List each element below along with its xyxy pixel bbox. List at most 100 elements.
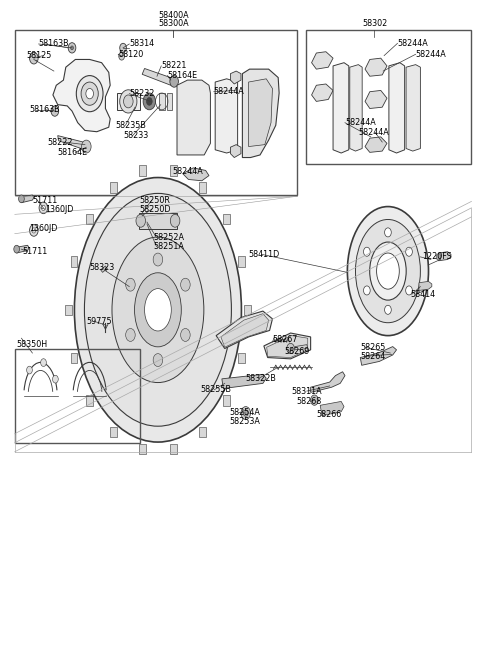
Polygon shape <box>242 69 279 157</box>
Polygon shape <box>239 257 245 266</box>
Polygon shape <box>170 165 177 176</box>
Text: 58311A: 58311A <box>291 387 322 395</box>
Text: 58264: 58264 <box>360 352 385 361</box>
Ellipse shape <box>134 273 181 347</box>
Text: 58267: 58267 <box>273 335 298 344</box>
Circle shape <box>406 286 412 295</box>
Polygon shape <box>312 52 333 69</box>
Circle shape <box>120 90 137 113</box>
Ellipse shape <box>370 242 406 300</box>
Text: 58411D: 58411D <box>249 250 280 259</box>
Circle shape <box>86 89 94 98</box>
Text: 58266: 58266 <box>316 410 342 419</box>
Text: 58163B: 58163B <box>38 40 69 49</box>
Circle shape <box>123 95 133 108</box>
Text: 58265: 58265 <box>360 343 385 352</box>
Text: 58252A: 58252A <box>153 233 184 242</box>
Circle shape <box>146 98 152 105</box>
Text: 58163B: 58163B <box>29 105 60 114</box>
Text: 58253A: 58253A <box>229 417 260 426</box>
Circle shape <box>68 43 76 53</box>
Circle shape <box>52 375 58 383</box>
Polygon shape <box>17 246 29 253</box>
Polygon shape <box>86 214 93 224</box>
Bar <box>159 93 165 110</box>
Polygon shape <box>110 182 117 192</box>
Polygon shape <box>222 375 266 389</box>
Polygon shape <box>65 305 72 315</box>
Circle shape <box>406 248 412 256</box>
Circle shape <box>363 248 370 256</box>
Text: 51711: 51711 <box>23 248 48 256</box>
Ellipse shape <box>377 253 399 289</box>
Ellipse shape <box>84 193 231 426</box>
Circle shape <box>32 228 36 233</box>
Polygon shape <box>71 257 77 266</box>
Circle shape <box>82 140 91 153</box>
Bar <box>167 93 172 110</box>
Polygon shape <box>365 58 387 76</box>
Bar <box>139 213 177 229</box>
Circle shape <box>126 278 135 291</box>
Circle shape <box>311 395 318 405</box>
Text: 58164E: 58164E <box>58 148 88 157</box>
Polygon shape <box>249 79 273 146</box>
Text: 1220FS: 1220FS <box>422 253 452 261</box>
Ellipse shape <box>112 237 204 382</box>
Polygon shape <box>139 444 146 454</box>
Polygon shape <box>312 84 333 101</box>
Text: 58164E: 58164E <box>168 71 198 80</box>
Circle shape <box>39 202 48 214</box>
Polygon shape <box>360 347 396 365</box>
Polygon shape <box>239 353 245 364</box>
Polygon shape <box>71 353 77 364</box>
Polygon shape <box>365 91 387 108</box>
Polygon shape <box>53 60 110 132</box>
Polygon shape <box>139 165 146 176</box>
Circle shape <box>287 343 294 354</box>
Polygon shape <box>58 135 90 150</box>
Polygon shape <box>117 93 140 110</box>
Text: 58232: 58232 <box>129 89 155 98</box>
Ellipse shape <box>348 207 429 336</box>
Circle shape <box>71 46 73 50</box>
Text: 59775: 59775 <box>86 317 112 326</box>
Polygon shape <box>223 214 230 224</box>
Text: 58235B: 58235B <box>115 121 146 130</box>
Circle shape <box>81 82 98 105</box>
Polygon shape <box>199 182 206 192</box>
Polygon shape <box>22 195 34 203</box>
Polygon shape <box>223 395 230 406</box>
Text: 58120: 58120 <box>118 50 144 59</box>
Text: 58255B: 58255B <box>201 386 232 395</box>
Polygon shape <box>419 281 432 290</box>
Text: 51711: 51711 <box>33 196 58 205</box>
Polygon shape <box>295 345 308 350</box>
Circle shape <box>170 76 179 87</box>
Polygon shape <box>170 444 177 454</box>
Polygon shape <box>365 137 387 152</box>
Circle shape <box>41 205 45 211</box>
Circle shape <box>26 366 32 374</box>
Circle shape <box>170 214 180 227</box>
Ellipse shape <box>74 178 241 442</box>
Circle shape <box>153 354 163 367</box>
Circle shape <box>19 195 24 203</box>
Polygon shape <box>86 395 93 406</box>
Polygon shape <box>333 63 349 153</box>
Text: 1360JD: 1360JD <box>29 224 58 233</box>
Circle shape <box>119 52 124 60</box>
Polygon shape <box>244 305 251 315</box>
Text: 58221: 58221 <box>161 62 187 71</box>
Polygon shape <box>177 80 210 155</box>
Text: 58250D: 58250D <box>140 205 171 214</box>
Text: 58244A: 58244A <box>397 39 428 48</box>
Circle shape <box>180 278 190 291</box>
Text: 58302: 58302 <box>362 19 387 29</box>
Text: 58244A: 58244A <box>345 118 376 127</box>
Polygon shape <box>264 333 311 359</box>
Text: 1360JD: 1360JD <box>45 205 73 214</box>
Text: 58244A: 58244A <box>416 50 446 59</box>
Text: 58254A: 58254A <box>229 408 260 417</box>
Polygon shape <box>230 145 241 157</box>
